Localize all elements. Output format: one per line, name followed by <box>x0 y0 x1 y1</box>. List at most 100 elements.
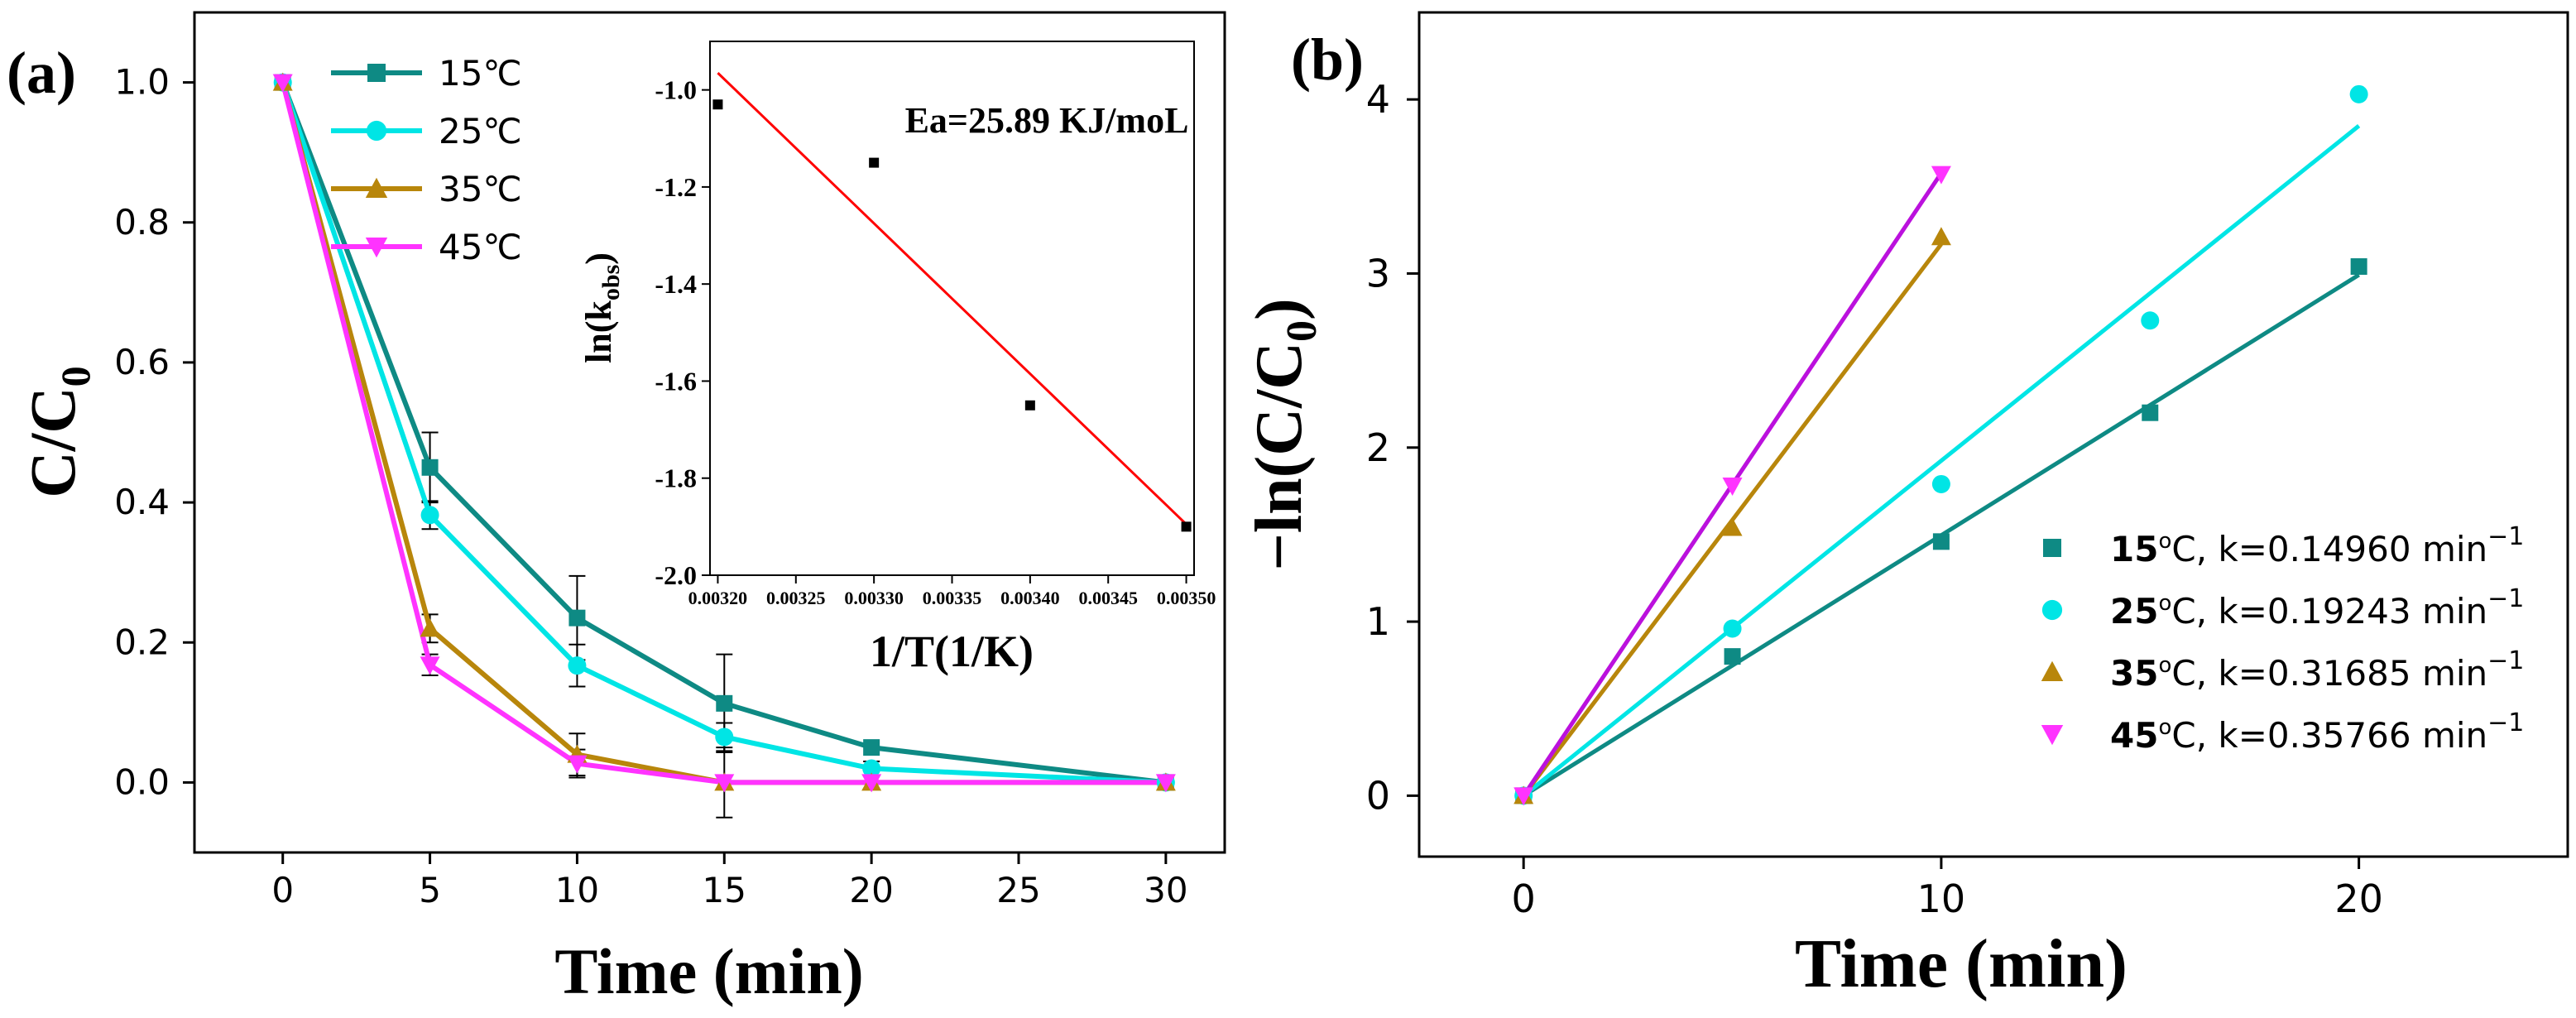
panel-b-y-axis-title-sub: 0 <box>1278 320 1326 342</box>
panel-b-y-ticks: 0 1 2 3 4 <box>1366 77 1419 818</box>
panel-b-y-axis-title-main: −ln(C/C <box>1243 342 1316 571</box>
panel-a-markers <box>272 72 1176 793</box>
inset-y-axis-title-sub: obs <box>597 265 625 300</box>
data-point <box>420 618 440 637</box>
y-tick-label: 1 <box>1366 599 1390 644</box>
y-tick-label: 0.4 <box>114 482 170 522</box>
panel-b-markers <box>1513 84 2368 806</box>
data-point <box>2142 404 2159 421</box>
data-point <box>2141 311 2160 330</box>
inset-fit-line <box>717 72 1187 526</box>
inset-y-axis-title: ln(kobs) <box>578 252 625 363</box>
inset-y-tick-label: -1.0 <box>655 75 697 105</box>
panel-a-y-axis-title: C/C0 <box>17 366 98 497</box>
legend-label: 25oC, k=0.19243 min−1 <box>2110 584 2524 631</box>
data-point <box>1723 619 1742 638</box>
legend-label: 25℃ <box>439 111 522 151</box>
data-point <box>1931 227 1951 246</box>
legend-marker <box>367 64 386 82</box>
panel-b-y-axis-title: −ln(C/C0) <box>1243 298 1326 570</box>
y-tick-label: 1.0 <box>114 62 170 103</box>
data-point <box>1155 774 1176 793</box>
x-tick-label: 20 <box>2334 876 2383 921</box>
legend-label: 15℃ <box>439 53 522 94</box>
legend-degree: o <box>2158 653 2171 678</box>
panel-a-error-bars <box>421 431 880 819</box>
inset-x-tick-label: 0.00345 <box>1078 588 1138 608</box>
y-tick-label: 0.2 <box>114 622 170 662</box>
legend-label-k: C, k=0.14960 min <box>2171 529 2487 569</box>
inset-data-point <box>869 157 880 168</box>
data-point <box>272 74 293 93</box>
inset-x-ticks: 0.00320 0.00325 0.00330 0.00335 0.00340 0.003… <box>688 575 1216 608</box>
inset-y-axis-title-close: ) <box>578 252 619 265</box>
data-point <box>714 774 735 793</box>
data-point <box>715 727 734 747</box>
legend-label: 45oC, k=0.35766 min−1 <box>2110 708 2524 756</box>
x-tick-label: 0 <box>271 870 294 910</box>
legend-label-exponent: −1 <box>2487 708 2524 737</box>
data-point <box>862 759 881 778</box>
inset-data-point <box>1181 521 1192 532</box>
x-tick-label: 10 <box>555 870 599 910</box>
inset-x-tick-label: 0.00330 <box>844 588 904 608</box>
y-tick-label: 0.8 <box>114 202 170 242</box>
inset-annotation: Ea=25.89 KJ/moL <box>905 100 1189 141</box>
legend-marker <box>366 120 387 142</box>
panel-a-label: (a) <box>7 40 76 106</box>
legend-label-k: C, k=0.19243 min <box>2171 591 2487 631</box>
inset-x-tick-label: 0.00335 <box>923 588 982 608</box>
panel-a-y-ticks: 0.0 0.2 0.4 0.6 0.8 1.0 <box>114 62 194 802</box>
inset-y-axis-title-main: ln(k <box>578 300 619 363</box>
data-point <box>2349 84 2368 103</box>
inset-x-tick-label: 0.00325 <box>766 588 826 608</box>
panel-a-x-axis-title: Time (min) <box>554 935 863 1007</box>
data-point <box>1931 474 1950 493</box>
legend-label: 45℃ <box>439 227 522 267</box>
legend-marker <box>365 238 388 258</box>
panel-b-y-axis-title-close: ) <box>1243 298 1316 320</box>
legend-label: 35℃ <box>439 169 522 209</box>
y-tick-label: 3 <box>1366 251 1390 295</box>
inset-x-tick-label: 0.00340 <box>1000 588 1060 608</box>
inset-data-point <box>1024 400 1035 411</box>
inset-x-axis-title: 1/T(1/K) <box>870 627 1034 676</box>
panel-a-y-axis-title-main: C/C <box>17 387 89 497</box>
data-point <box>420 656 440 675</box>
panel-b-x-ticks: 0 10 20 <box>1512 857 2383 921</box>
panel-b-x-axis-title: Time (min) <box>1795 925 2127 1002</box>
data-point <box>1931 166 1951 185</box>
legend-marker <box>2041 660 2064 681</box>
series-line <box>280 81 1166 785</box>
data-point <box>568 609 586 627</box>
data-point <box>716 694 733 712</box>
legend-label-temp: 35 <box>2110 653 2158 694</box>
legend-marker <box>2041 725 2064 746</box>
inset-points <box>712 99 1192 532</box>
data-point <box>1722 517 1743 536</box>
legend-marker <box>365 177 388 198</box>
x-tick-label: 5 <box>419 870 441 910</box>
legend-marker <box>2041 599 2063 621</box>
legend-label-temp: 25 <box>2110 591 2158 631</box>
inset-arrhenius: 0.00320 0.00325 0.00330 0.00335 0.00340 0.003… <box>578 41 1216 676</box>
legend-degree: o <box>2158 715 2171 740</box>
panel-b-fit-lines <box>1522 124 2361 798</box>
inset-y-tick-label: -1.8 <box>655 463 697 493</box>
inset-x-tick-label: 0.00350 <box>1157 588 1216 608</box>
fit-line <box>1522 124 2361 798</box>
x-tick-label: 20 <box>849 870 893 910</box>
x-tick-label: 30 <box>1144 870 1187 910</box>
y-tick-label: 4 <box>1366 77 1390 122</box>
series-line <box>280 81 1167 785</box>
legend-label-temp: 15 <box>2110 529 2158 569</box>
y-tick-label: 0 <box>1366 773 1390 818</box>
legend-label: 35oC, k=0.31685 min−1 <box>2110 646 2524 694</box>
legend-label-exponent: −1 <box>2487 522 2524 551</box>
data-point <box>1722 478 1743 497</box>
y-tick-label: 0.0 <box>114 761 170 802</box>
series-line <box>280 81 1166 785</box>
